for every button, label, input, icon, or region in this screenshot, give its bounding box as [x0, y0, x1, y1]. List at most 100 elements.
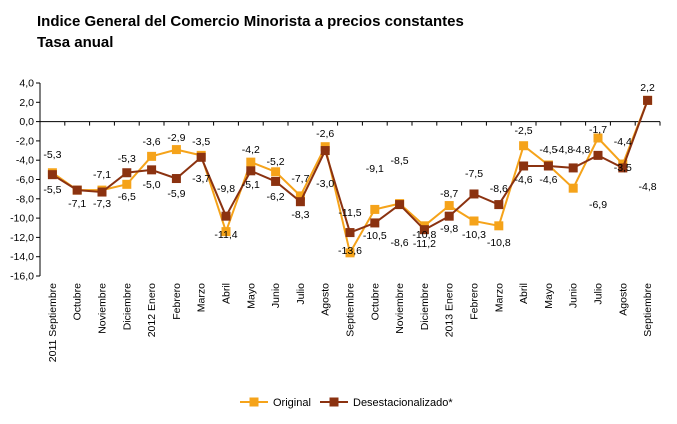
x-tick-label: Mayo — [543, 283, 555, 309]
data-label: -3,7 — [192, 173, 210, 185]
data-label: -3,5 — [614, 162, 632, 174]
legend-marker-original — [249, 397, 259, 407]
data-label: -4,2 — [242, 144, 260, 156]
marker-desestacionalizado — [345, 228, 355, 238]
marker-original — [345, 248, 355, 258]
data-label: -8,6 — [391, 237, 409, 249]
x-tick-label: Febrero — [171, 283, 183, 320]
data-label: -7,3 — [93, 198, 111, 210]
marker-desestacionalizado — [246, 166, 256, 176]
x-tick-label: Abril — [221, 283, 233, 304]
marker-original — [122, 179, 132, 189]
data-label: -5,9 — [167, 188, 185, 200]
x-tick-label: Marzo — [196, 283, 208, 312]
marker-desestacionalizado — [643, 95, 653, 105]
x-tick-label: Noviembre — [97, 283, 109, 334]
legend-label: Desestacionalizado* — [353, 397, 453, 409]
marker-original — [246, 157, 256, 167]
x-tick-label: Julio — [295, 283, 307, 305]
data-label: -8,7 — [440, 188, 458, 200]
marker-original — [444, 201, 454, 211]
y-tick-label: -2,0 — [16, 135, 34, 147]
x-tick-label: Noviembre — [394, 283, 406, 334]
x-tick-label: 2013 Enero — [444, 283, 456, 337]
marker-desestacionalizado — [370, 218, 380, 228]
marker-original — [221, 227, 231, 237]
marker-desestacionalizado — [47, 170, 57, 180]
data-label: -10,5 — [363, 230, 387, 242]
data-label: -6,9 — [589, 199, 607, 211]
x-tick-label: Agosto — [320, 283, 332, 316]
marker-desestacionalizado — [97, 187, 107, 197]
x-tick-label: Octubre — [72, 283, 84, 321]
data-label: -9,8 — [217, 183, 235, 195]
x-tick-label: Agosto — [617, 283, 629, 316]
data-label: -6,5 — [118, 191, 136, 203]
data-label: -9,1 — [366, 163, 384, 175]
marker-desestacionalizado — [494, 200, 504, 210]
data-label: 2,2 — [640, 82, 655, 94]
x-tick-label: Octubre — [369, 283, 381, 321]
x-tick-label: Junio — [270, 283, 282, 308]
marker-desestacionalizado — [469, 189, 479, 199]
marker-desestacionalizado — [444, 211, 454, 221]
marker-original — [469, 216, 479, 226]
y-tick-label: -6,0 — [16, 174, 34, 186]
x-tick-label: Septiembre — [345, 283, 357, 337]
marker-desestacionalizado — [72, 185, 82, 195]
marker-original — [295, 191, 305, 201]
marker-desestacionalizado — [320, 146, 330, 156]
y-tick-label: -10,0 — [10, 213, 34, 225]
x-tick-label: Septiembre — [642, 283, 654, 337]
y-tick-label: 0,0 — [19, 116, 34, 128]
marker-desestacionalizado — [171, 174, 181, 184]
data-label: -4,8 — [555, 144, 573, 156]
data-label: -5,0 — [143, 179, 161, 191]
data-label: -10,3 — [462, 229, 486, 241]
marker-desestacionalizado — [295, 197, 305, 207]
data-label: -10,8 — [412, 229, 436, 241]
marker-original — [271, 167, 281, 177]
chart-subtitle: Tasa anual — [37, 34, 114, 51]
marker-original — [568, 183, 578, 193]
data-label: -5,3 — [118, 153, 136, 165]
x-tick-label: Julio — [593, 283, 605, 305]
marker-original — [370, 204, 380, 214]
y-tick-label: 4,0 — [19, 78, 34, 90]
data-label: -8,6 — [490, 183, 508, 195]
data-label: -10,8 — [487, 237, 511, 249]
data-label: -4,4 — [614, 136, 632, 148]
marker-desestacionalizado — [221, 211, 231, 221]
y-tick-label: -12,0 — [10, 232, 34, 244]
data-label: -5,5 — [43, 184, 61, 196]
data-label: -11,5 — [338, 207, 361, 219]
marker-desestacionalizado — [271, 176, 281, 186]
x-tick-label: Junio — [568, 283, 580, 308]
data-label: -5,2 — [267, 156, 285, 168]
y-tick-label: -8,0 — [16, 193, 34, 205]
data-label: -3,0 — [316, 178, 334, 190]
x-tick-label: Diciembre — [121, 283, 133, 330]
legend-marker-desestacionalizado — [329, 397, 339, 407]
data-label: -3,6 — [143, 136, 161, 148]
data-label: -7,1 — [68, 198, 86, 210]
y-tick-label: -16,0 — [10, 271, 34, 283]
marker-original — [494, 221, 504, 231]
marker-original — [593, 133, 603, 143]
data-label: -7,7 — [291, 173, 309, 185]
data-label: -1,7 — [589, 124, 607, 136]
data-label: -4,6 — [515, 174, 533, 186]
marker-desestacionalizado — [543, 161, 553, 171]
marker-desestacionalizado — [147, 165, 157, 175]
x-tick-label: Febrero — [469, 283, 481, 320]
x-tick-label: 2012 Enero — [146, 283, 158, 337]
marker-original — [147, 151, 157, 161]
data-label: -11,4 — [214, 229, 237, 241]
data-label: -8,5 — [391, 155, 409, 167]
y-tick-label: -4,0 — [16, 155, 34, 167]
data-label: -4,6 — [539, 174, 557, 186]
marker-desestacionalizado — [618, 163, 628, 173]
data-label: -7,5 — [465, 168, 483, 180]
x-tick-label: Diciembre — [419, 283, 431, 330]
